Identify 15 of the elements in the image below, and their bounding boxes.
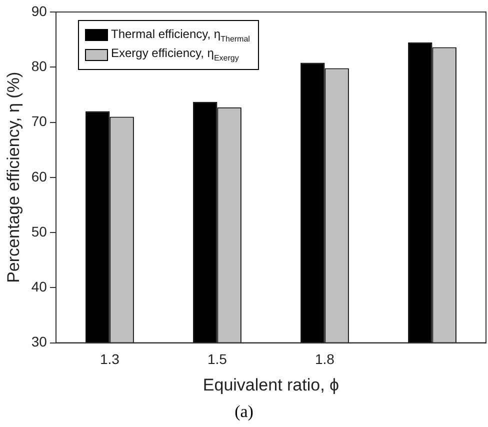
y-tick-label: 50 xyxy=(31,223,48,240)
text: (a) xyxy=(234,402,254,422)
x-axis-title: Equivalent ratio, ϕ xyxy=(202,375,340,394)
y-tick-label: 90 xyxy=(31,2,48,19)
y-tick-label: 80 xyxy=(31,58,48,74)
legend-label: Exergy efficiency, η$_{Exergy}$ xyxy=(111,46,239,63)
x-tick-label: 1.5 xyxy=(208,351,228,368)
legend-label: Thermal efficiency, η$_{Thermal}$ xyxy=(111,27,250,44)
y-axis-title: Percentage efficiency, η (%) xyxy=(4,72,23,283)
y-tick-label: 40 xyxy=(31,278,48,295)
y-tick-label: 30 xyxy=(31,334,48,350)
y-tick-label: 60 xyxy=(31,168,48,184)
x-tick-label: 1.8 xyxy=(315,351,335,368)
x-tick-label: 1.3 xyxy=(100,351,120,368)
y-tick-label: 70 xyxy=(31,113,48,130)
